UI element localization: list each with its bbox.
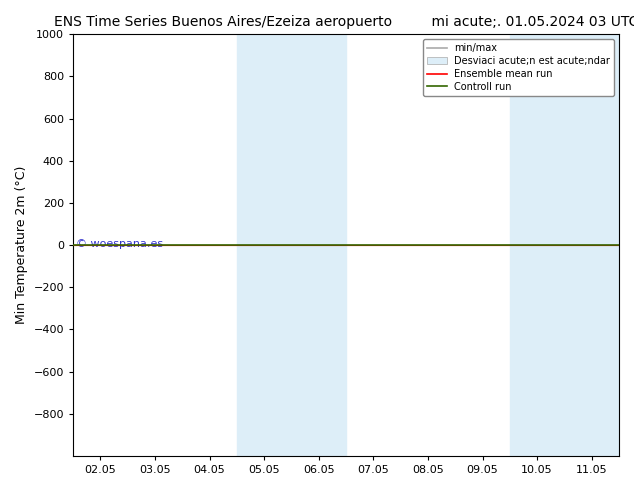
Legend: min/max, Desviaci acute;n est acute;ndar, Ensemble mean run, Controll run: min/max, Desviaci acute;n est acute;ndar… xyxy=(424,39,614,96)
Bar xyxy=(510,34,619,456)
Bar xyxy=(237,34,346,456)
Y-axis label: Min Temperature 2m (°C): Min Temperature 2m (°C) xyxy=(15,166,28,324)
Title: ENS Time Series Buenos Aires/Ezeiza aeropuerto         mi acute;. 01.05.2024 03 : ENS Time Series Buenos Aires/Ezeiza aero… xyxy=(54,15,634,29)
Text: © woespana.es: © woespana.es xyxy=(76,239,163,249)
